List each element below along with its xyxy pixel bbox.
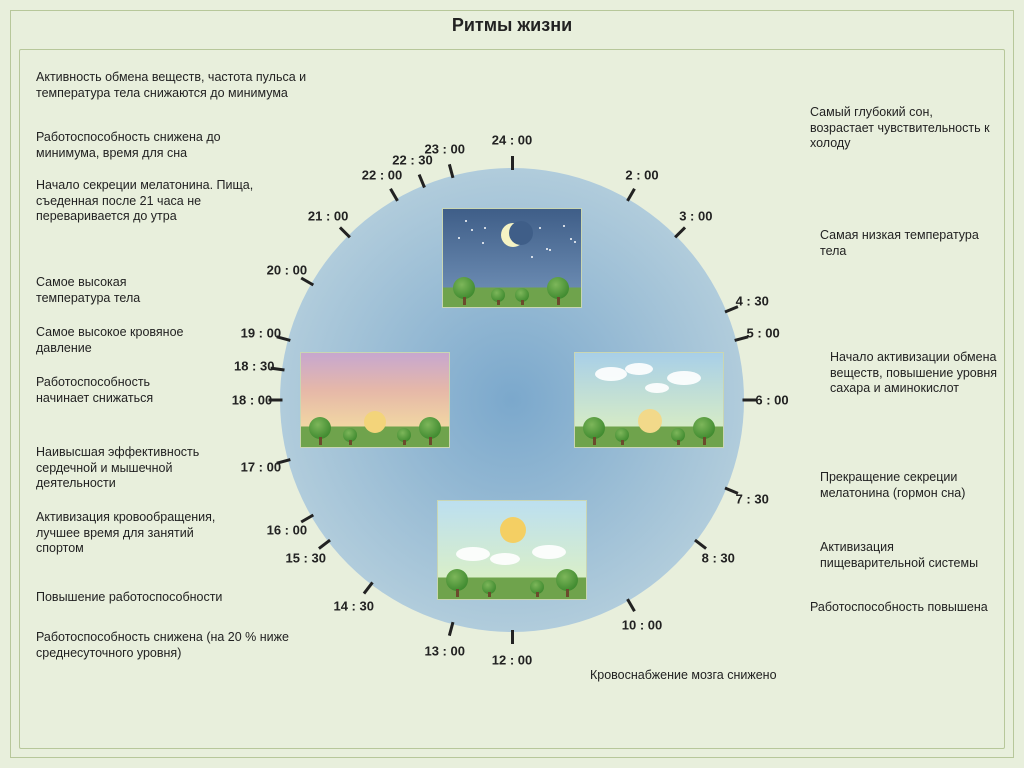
desc-d-1700: Наивысшая эффективность сердечной и мыше… (36, 445, 216, 492)
time-label: 16 : 00 (267, 523, 307, 538)
scene-sunset (300, 352, 450, 448)
time-label: 24 : 00 (492, 133, 532, 148)
desc-d-0430: Самая низкая температура тела (820, 228, 990, 259)
stage: 24 : 00 2 : 00 3 : 00 4 : 30 5 : 00 6 : 00 7 :… (20, 50, 1004, 748)
desc-d-1000: Работоспособность повышена (810, 600, 1010, 616)
clock-tick (338, 226, 350, 238)
desc-d-0200: Самый глубокий сон, возрастает чувствите… (810, 105, 1000, 152)
clock-tick (300, 277, 314, 287)
scene-night (442, 208, 582, 308)
clock-tick (447, 622, 454, 636)
content-panel: 24 : 00 2 : 00 3 : 00 4 : 30 5 : 00 6 : 00 7 :… (19, 49, 1005, 749)
time-label: 15 : 30 (285, 551, 325, 566)
desc-d-1830: Самое высокое кровяное давление (36, 325, 196, 356)
clock-tick (674, 226, 686, 238)
clock-tick (626, 188, 636, 202)
desc-d-2100: Начало секреции мелатонина. Пища, съеден… (36, 178, 266, 225)
desc-d-2400: Активность обмена веществ, частота пульс… (36, 70, 336, 101)
desc-d-1200: Кровоснабжение мозга снижено (590, 668, 850, 684)
clock-tick (511, 156, 514, 170)
time-label: 10 : 00 (622, 618, 662, 633)
time-label: 6 : 00 (755, 393, 788, 408)
time-label: 21 : 00 (308, 209, 348, 224)
clock-tick (694, 539, 707, 550)
desc-d-1430: Повышение работоспособности (36, 590, 256, 606)
time-label: 8 : 30 (702, 551, 735, 566)
desc-d-0600: Начало активизации обмена веществ, повыш… (830, 350, 1000, 397)
clock-tick (626, 598, 636, 612)
time-label: 17 : 00 (241, 460, 281, 475)
infographic-frame: Ритмы жизни 24 : 00 2 : 00 3 : 00 4 : 30 5 :… (10, 10, 1014, 758)
desc-d-1900: Самое высокая температура тела (36, 275, 176, 306)
clock-tick (362, 582, 373, 595)
time-label: 3 : 00 (679, 209, 712, 224)
time-label: 23 : 00 (424, 141, 464, 156)
desc-d-1300: Работоспособность снижена (на 20 % ниже … (36, 630, 346, 661)
clock-tick (417, 174, 425, 188)
scene-noon (437, 500, 587, 600)
scene-morning (574, 352, 724, 448)
clock-tick (511, 630, 514, 644)
page-title: Ритмы жизни (11, 15, 1013, 36)
desc-d-0830: Активизация пищеварительной системы (820, 540, 1000, 571)
time-label: 12 : 00 (492, 653, 532, 668)
time-label: 18 : 00 (232, 393, 272, 408)
time-label: 4 : 30 (736, 293, 769, 308)
time-label: 22 : 00 (362, 167, 402, 182)
time-label: 7 : 30 (736, 492, 769, 507)
time-label: 2 : 00 (625, 167, 658, 182)
time-label: 13 : 00 (424, 644, 464, 659)
desc-d-1800: Работоспособность начинает снижаться (36, 375, 206, 406)
desc-d-0730: Прекращение секреции мелатонина (гормон … (820, 470, 1000, 501)
time-label: 20 : 00 (267, 263, 307, 278)
clock-tick (742, 399, 756, 402)
time-label: 19 : 00 (241, 325, 281, 340)
time-label: 18 : 30 (234, 359, 274, 374)
desc-d-1600: Активизация кровообращения, лучшее время… (36, 510, 236, 557)
time-label: 14 : 30 (333, 599, 373, 614)
time-label: 5 : 00 (747, 325, 780, 340)
desc-d-2200: Работоспособность снижена до минимума, в… (36, 130, 271, 161)
clock-tick (318, 539, 331, 550)
